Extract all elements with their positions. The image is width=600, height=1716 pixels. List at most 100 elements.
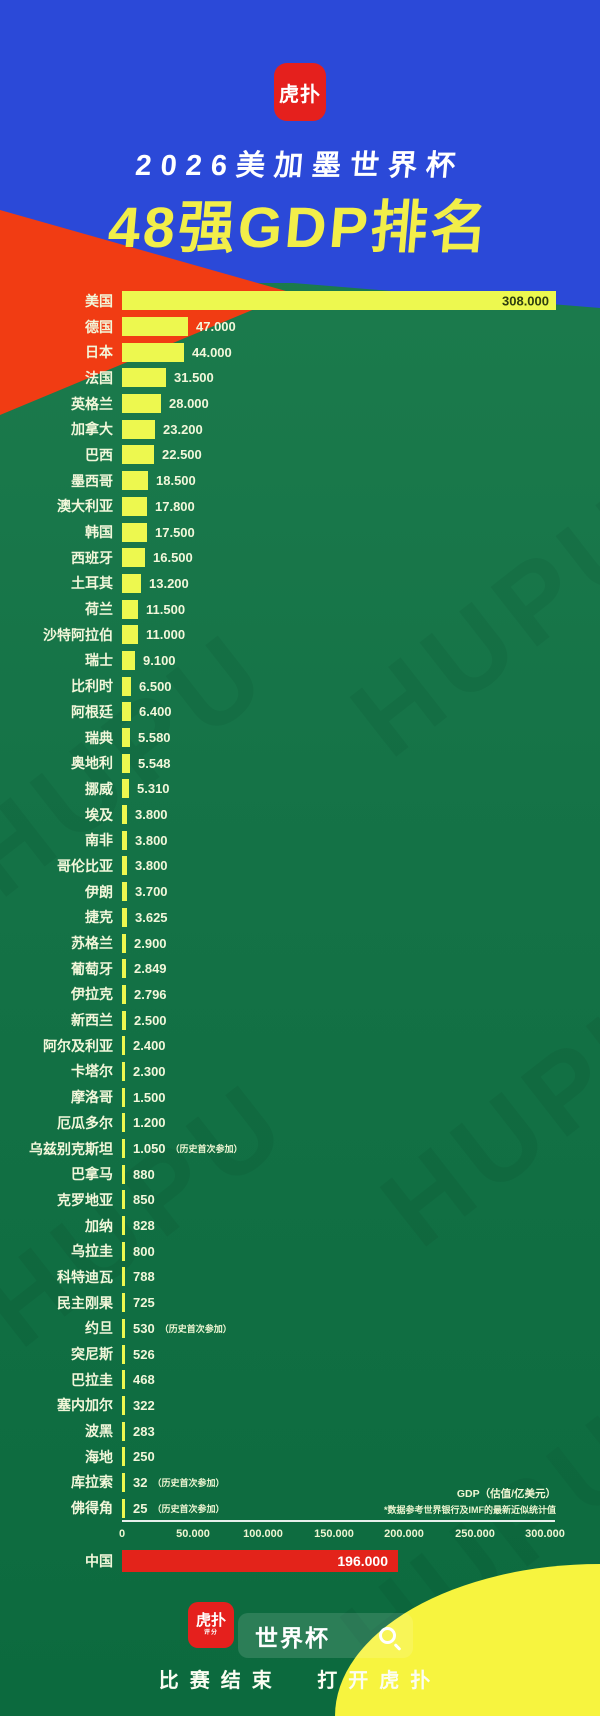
china-label: 中国 <box>85 1553 113 1569</box>
row-bar <box>122 573 141 593</box>
row-bar <box>122 830 127 850</box>
row-bar-area: 28.000 <box>122 391 600 417</box>
x-axis-line <box>122 1520 555 1522</box>
hupu-footer-logo-text: 虎扑 <box>195 1612 226 1629</box>
row-bar-area: 25 （历史首次参加） <box>122 1495 600 1521</box>
row-value: 1.500 <box>133 1089 166 1105</box>
row-bar-area: 17.800 <box>122 494 600 520</box>
hupu-footer-logo-sub: 评分 <box>203 1630 218 1636</box>
row-bar-area: 322 <box>122 1393 600 1419</box>
row-value: 11.500 <box>146 601 186 617</box>
row-label: 日本 <box>85 344 113 361</box>
row-bar-area: 3.625 <box>122 905 600 931</box>
row-label: 南非 <box>85 832 113 849</box>
bar-row: 阿尔及利亚 2.400 <box>0 1033 600 1059</box>
row-bar-area: 2.400 <box>122 1033 600 1059</box>
x-tick: 300.000 <box>525 1528 565 1540</box>
bar-row: 苏格兰 2.900 <box>0 930 600 956</box>
row-value: 28.000 <box>169 396 209 412</box>
row-bar <box>122 1498 125 1518</box>
row-bar-area: 6.500 <box>122 673 600 699</box>
bar-row: 佛得角 25 （历史首次参加） <box>0 1495 600 1521</box>
search-icon[interactable] <box>379 1627 396 1644</box>
hupu-logo-text: 虎扑 <box>279 83 321 106</box>
row-bar <box>122 1216 125 1236</box>
row-bar-area: 2.300 <box>122 1059 600 1085</box>
search-pill[interactable]: 世界杯 <box>238 1613 413 1658</box>
row-bar: 308.000 <box>122 291 556 311</box>
bar-row: 海地 250 <box>0 1444 600 1470</box>
row-bar-area: 530 （历史首次参加） <box>122 1316 600 1342</box>
row-bar <box>122 1318 125 1338</box>
subtitle: 2026美加墨世界杯 <box>134 150 466 182</box>
row-bar <box>122 1139 125 1159</box>
row-value: 22.500 <box>162 447 202 463</box>
row-bar-area: 3.800 <box>122 802 600 828</box>
bar-row: 捷克 3.625 <box>0 905 600 931</box>
row-label: 伊拉克 <box>71 986 113 1003</box>
bar-row: 波黑 283 <box>0 1418 600 1444</box>
row-bar <box>122 933 126 953</box>
bar-row: 巴西 22.500 <box>0 442 600 468</box>
row-bar-area: 5.580 <box>122 725 600 751</box>
row-label: 阿根廷 <box>71 703 113 720</box>
row-value: 250 <box>133 1449 155 1465</box>
row-bar <box>122 1293 125 1313</box>
x-tick: 100.000 <box>243 1528 283 1540</box>
row-bar <box>122 445 154 465</box>
bar-row: 美国 308.000 <box>0 288 600 314</box>
row-bar-area: 18.500 <box>122 468 600 494</box>
row-bar <box>122 394 161 414</box>
row-label: 波黑 <box>85 1423 113 1440</box>
row-bar-area: 850 <box>122 1187 600 1213</box>
row-value: 308.000 <box>502 293 549 309</box>
axis-notes: GDP（估值/亿美元） *数据参考世界银行及IMF的最新近似统计值 <box>384 1486 556 1516</box>
row-bar <box>122 599 138 619</box>
bar-row: 约旦 530 （历史首次参加） <box>0 1316 600 1342</box>
bar-row: 土耳其 13.200 <box>0 571 600 597</box>
row-bar <box>122 984 126 1004</box>
row-bar <box>122 471 148 491</box>
row-value: 1.200 <box>133 1115 166 1131</box>
row-value: 2.900 <box>134 935 167 951</box>
row-value: 2.500 <box>134 1012 167 1028</box>
row-value: 9.100 <box>143 652 176 668</box>
bar-row: 伊朗 3.700 <box>0 879 600 905</box>
bar-row: 突尼斯 526 <box>0 1341 600 1367</box>
row-label: 哥伦比亚 <box>57 857 113 874</box>
bar-row: 巴拿马 880 <box>0 1161 600 1187</box>
row-label: 土耳其 <box>71 575 113 592</box>
row-label: 墨西哥 <box>71 472 113 489</box>
bar-row: 加纳 828 <box>0 1213 600 1239</box>
row-value: 526 <box>133 1346 155 1362</box>
row-bar-area: 308.000 <box>122 288 600 314</box>
row-bar-area: 1.500 <box>122 1084 600 1110</box>
row-label: 沙特阿拉伯 <box>43 626 113 643</box>
bar-row: 库拉索 32 （历史首次参加） <box>0 1470 600 1496</box>
bar-row: 墨西哥 18.500 <box>0 468 600 494</box>
bar-row: 新西兰 2.500 <box>0 1007 600 1033</box>
china-bar-area: 196.000 <box>122 1548 600 1574</box>
row-value: 5.548 <box>138 755 171 771</box>
row-bar <box>122 1344 125 1364</box>
row-bar <box>122 1036 125 1056</box>
row-bar <box>122 1061 125 1081</box>
bar-row: 巴拉圭 468 <box>0 1367 600 1393</box>
china-row: 中国 196.000 <box>0 1548 600 1574</box>
row-bar-area: 3.800 <box>122 827 600 853</box>
row-bar-area: 2.796 <box>122 982 600 1008</box>
row-value: 25 <box>133 1500 148 1516</box>
hupu-footer-logo[interactable]: 虎扑 评分 <box>188 1602 234 1648</box>
row-bar <box>122 1370 125 1390</box>
row-bar <box>122 548 145 568</box>
row-value: 2.400 <box>133 1038 166 1054</box>
match-status-text: 比赛结束 <box>158 1670 283 1692</box>
page-title: 48强GDP排名 <box>105 196 494 260</box>
row-bar <box>122 1267 125 1287</box>
x-axis: 0 50.000 100.000 150.000 200.000 250.000 300.0… <box>119 1520 565 1540</box>
row-bar-area: 5.548 <box>122 750 600 776</box>
row-value: 6.400 <box>139 704 172 720</box>
row-bar <box>122 779 129 799</box>
bar-row: 克罗地亚 850 <box>0 1187 600 1213</box>
row-bar <box>122 625 138 645</box>
